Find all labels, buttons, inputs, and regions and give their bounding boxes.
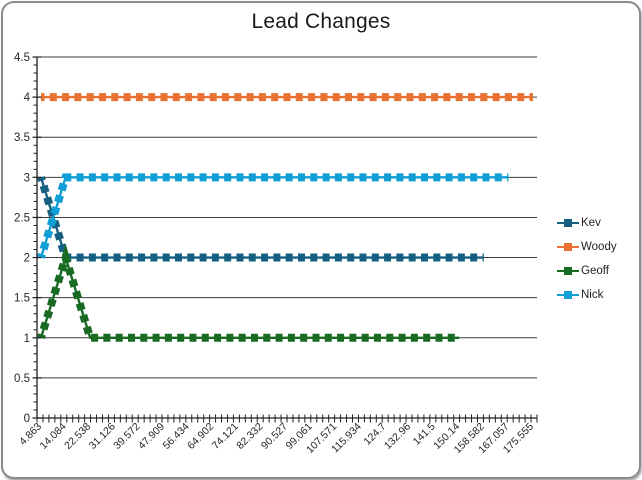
svg-text:22.538: 22.538 xyxy=(62,421,93,452)
legend-item-kev[interactable]: Kev xyxy=(557,215,637,231)
legend-marker-icon xyxy=(557,239,579,255)
svg-text:2.5: 2.5 xyxy=(14,212,30,224)
series-geoff[interactable] xyxy=(37,243,460,342)
legend-item-woody[interactable]: Woody xyxy=(557,239,637,255)
svg-text:4: 4 xyxy=(24,92,31,104)
svg-text:56.434: 56.434 xyxy=(161,421,192,452)
y-tick-labels: 0 0.5 1 1.5 2 2.5 3 3.5 4 4.5 xyxy=(14,52,31,425)
legend-label: Woody xyxy=(581,241,617,253)
legend-item-nick[interactable]: Nick xyxy=(557,287,637,303)
legend-marker-icon xyxy=(557,287,579,303)
svg-text:0: 0 xyxy=(24,413,30,425)
legend-marker-icon xyxy=(557,263,579,279)
svg-text:3.5: 3.5 xyxy=(14,132,30,144)
svg-text:39.572: 39.572 xyxy=(111,421,142,452)
series-nick[interactable] xyxy=(37,173,509,259)
svg-text:14.084: 14.084 xyxy=(38,421,69,452)
legend-label: Nick xyxy=(581,289,604,301)
svg-text:4.5: 4.5 xyxy=(14,52,30,64)
svg-text:74.121: 74.121 xyxy=(210,421,241,452)
svg-text:132.96: 132.96 xyxy=(382,421,413,452)
x-tick-labels: 4.86314.08422.53831.12639.57247.90956.43… xyxy=(17,421,536,456)
legend-item-geoff[interactable]: Geoff xyxy=(557,263,637,279)
legend-label: Geoff xyxy=(581,265,609,277)
svg-text:64.902: 64.902 xyxy=(185,421,216,452)
series-kev[interactable] xyxy=(37,176,484,262)
svg-text:2: 2 xyxy=(24,253,30,265)
svg-text:90.527: 90.527 xyxy=(259,421,290,452)
legend: Kev Woody Geoff Nick xyxy=(557,215,637,303)
svg-text:31.126: 31.126 xyxy=(87,421,118,452)
y-axis xyxy=(32,56,42,419)
legend-marker-icon xyxy=(557,215,579,231)
svg-text:0.5: 0.5 xyxy=(14,373,30,385)
legend-label: Kev xyxy=(581,217,601,229)
svg-text:82.332: 82.332 xyxy=(234,421,265,452)
chart-title: Lead Changes xyxy=(251,10,391,33)
svg-text:3: 3 xyxy=(24,172,30,184)
svg-text:47.909: 47.909 xyxy=(136,421,167,452)
y-gridlines xyxy=(37,56,537,379)
svg-text:1.5: 1.5 xyxy=(14,293,30,305)
x-axis xyxy=(36,414,538,423)
svg-text:1: 1 xyxy=(24,333,30,345)
